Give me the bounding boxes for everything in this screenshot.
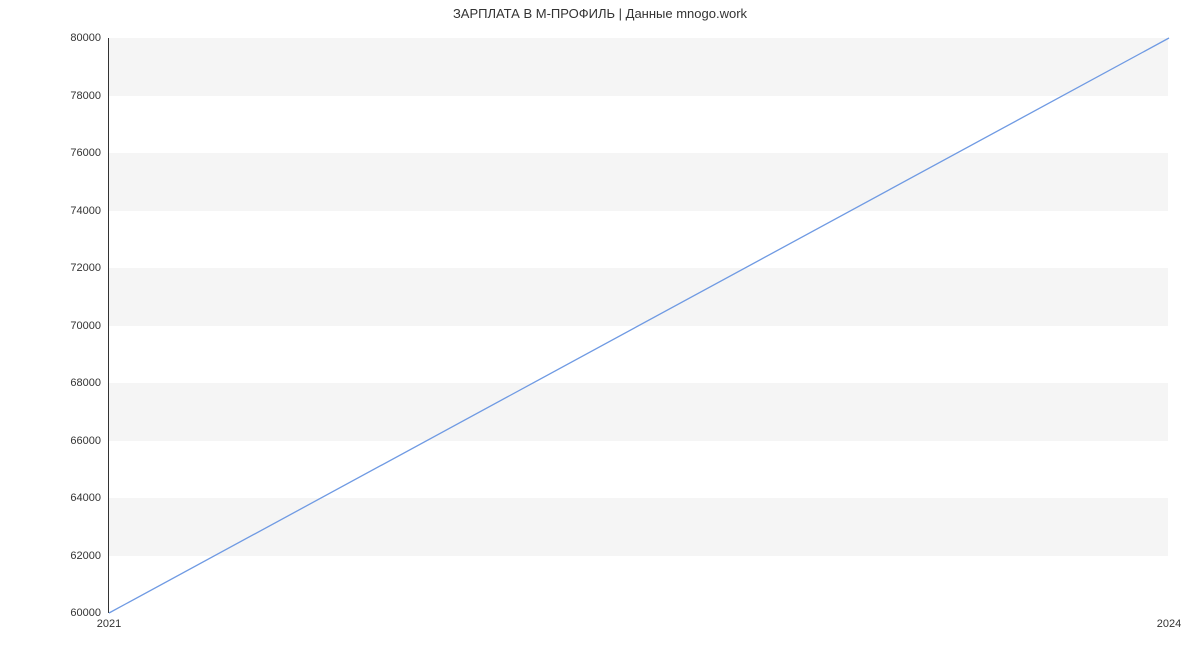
plot-area: 6000062000640006600068000700007200074000… <box>108 38 1168 613</box>
chart-title: ЗАРПЛАТА В М-ПРОФИЛЬ | Данные mnogo.work <box>0 6 1200 21</box>
y-tick-label: 64000 <box>70 492 109 504</box>
x-tick-label: 2024 <box>1157 612 1181 630</box>
y-tick-label: 72000 <box>70 262 109 274</box>
salary-line-chart: ЗАРПЛАТА В М-ПРОФИЛЬ | Данные mnogo.work… <box>0 0 1200 650</box>
y-tick-label: 62000 <box>70 550 109 562</box>
line-layer <box>109 38 1169 613</box>
y-tick-label: 78000 <box>70 90 109 102</box>
y-tick-label: 66000 <box>70 435 109 447</box>
series-line-salary <box>109 38 1169 613</box>
y-tick-label: 80000 <box>70 32 109 44</box>
y-tick-label: 70000 <box>70 320 109 332</box>
x-tick-label: 2021 <box>97 612 121 630</box>
y-tick-label: 76000 <box>70 147 109 159</box>
y-tick-label: 68000 <box>70 377 109 389</box>
y-tick-label: 74000 <box>70 205 109 217</box>
